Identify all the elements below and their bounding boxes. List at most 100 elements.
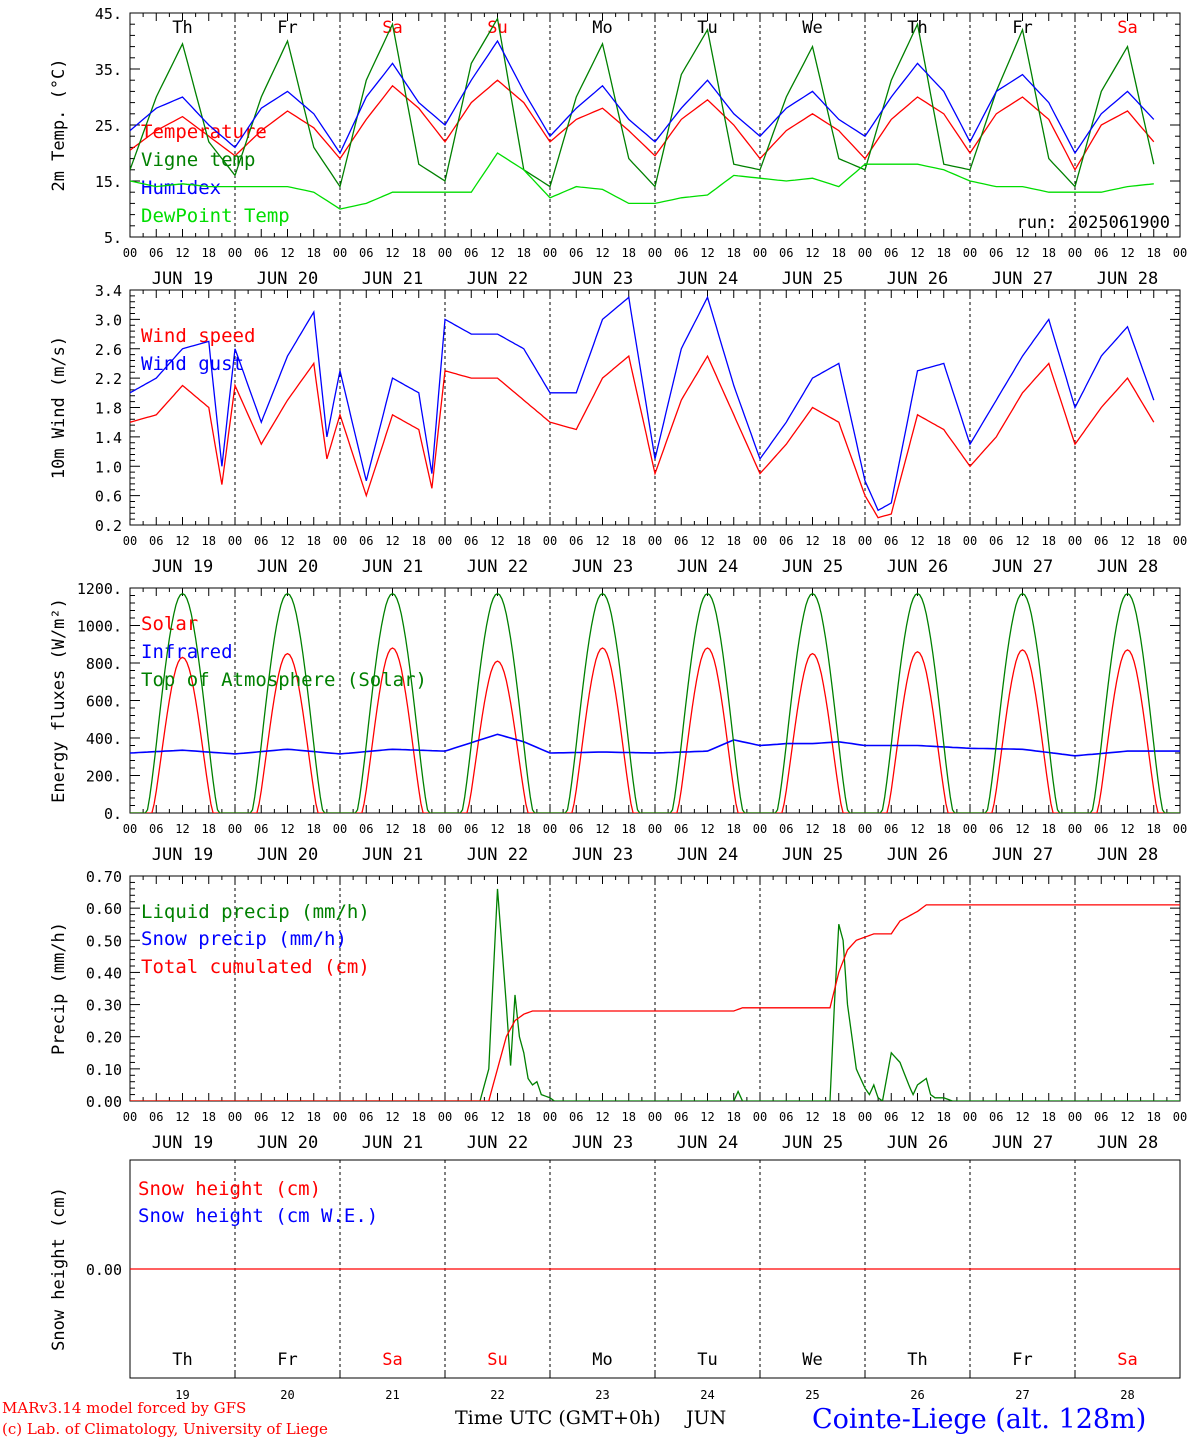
- y-axis-label: Precip (mm/h): [49, 922, 69, 1055]
- hour-label: 18: [622, 822, 636, 836]
- day-number-label: 27: [1015, 1388, 1029, 1402]
- date-label: JUN 28: [1097, 269, 1158, 289]
- weekday-label: Fr: [277, 18, 297, 38]
- hour-label: 18: [832, 246, 846, 260]
- hour-label: 00: [1173, 822, 1187, 836]
- date-label: JUN 24: [677, 557, 738, 577]
- hour-label: 00: [753, 822, 767, 836]
- y-tick-label: 5.: [104, 229, 122, 247]
- day-number-label: 20: [280, 1388, 294, 1402]
- hour-label: 18: [412, 1110, 426, 1124]
- y-tick-label: 1.4: [95, 429, 122, 447]
- hour-label: 12: [175, 1110, 189, 1124]
- day-number-label: 19: [175, 1388, 189, 1402]
- hour-label: 18: [1147, 822, 1161, 836]
- y-tick-label: 45.: [95, 5, 122, 23]
- weekday-label: Sa: [382, 18, 402, 38]
- date-label: JUN 21: [362, 1133, 423, 1153]
- hour-label: 06: [1094, 1110, 1108, 1124]
- hour-label: 00: [858, 534, 872, 548]
- hour-label: 06: [254, 246, 268, 260]
- hour-label: 06: [359, 1110, 373, 1124]
- hour-label: 18: [727, 534, 741, 548]
- hour-label: 06: [359, 246, 373, 260]
- y-axis-label: Snow height (cm): [49, 1187, 69, 1351]
- hour-label: 12: [595, 534, 609, 548]
- y-tick-label: 0.30: [86, 997, 122, 1015]
- day-number-label: 24: [700, 1388, 714, 1402]
- date-label: JUN 23: [572, 1133, 633, 1153]
- hour-label: 00: [1068, 534, 1082, 548]
- date-label: JUN 24: [677, 1133, 738, 1153]
- hour-label: 00: [333, 534, 347, 548]
- date-label: JUN 27: [992, 1133, 1053, 1153]
- hour-label: 06: [1094, 822, 1108, 836]
- hour-label: 18: [307, 822, 321, 836]
- hour-label: 06: [989, 534, 1003, 548]
- y-tick-label: 1200.: [77, 580, 122, 598]
- weekday-label: Sa: [1117, 1350, 1137, 1370]
- footer-station: Cointe-Liege (alt. 128m): [812, 1404, 1146, 1435]
- hour-label: 00: [1173, 534, 1187, 548]
- hour-label: 00: [333, 246, 347, 260]
- hour-label: 00: [963, 534, 977, 548]
- weekday-label: Mo: [592, 1350, 612, 1370]
- hour-label: 06: [569, 246, 583, 260]
- hour-label: 00: [648, 1110, 662, 1124]
- panel-energy: 0. 200. 400. 600. 800. 1000. 1200. Energy fluxe…: [49, 580, 1187, 865]
- date-label: JUN 25: [782, 557, 843, 577]
- weekday-label: Fr: [277, 1350, 297, 1370]
- hour-label: 06: [359, 534, 373, 548]
- hour-label: 00: [123, 534, 137, 548]
- legend-entry: Top of Atmosphere (Solar): [141, 669, 427, 691]
- hour-label: 12: [385, 246, 399, 260]
- hour-label: 00: [123, 246, 137, 260]
- legend-entry: Solar: [141, 613, 198, 635]
- hour-label: 12: [910, 246, 924, 260]
- legend-entry: Total cumulated (cm): [141, 956, 370, 978]
- hour-label: 18: [1042, 534, 1056, 548]
- y-tick-label: 0.70: [86, 868, 122, 886]
- hour-label: 06: [569, 822, 583, 836]
- hour-label: 18: [1042, 822, 1056, 836]
- hour-label: 12: [700, 822, 714, 836]
- hour-label: 12: [805, 1110, 819, 1124]
- hour-label: 12: [490, 534, 504, 548]
- hour-label: 00: [543, 1110, 557, 1124]
- hour-label: 00: [333, 1110, 347, 1124]
- hour-label: 06: [149, 822, 163, 836]
- weekday-label: Th: [172, 1350, 192, 1370]
- panels: 5. 15. 25. 35. 45. 2m Temp. (°C) 00 06 12 18 00 06 1…: [49, 5, 1187, 1402]
- weekday-label: We: [802, 18, 822, 38]
- hour-label: 00: [753, 534, 767, 548]
- hour-label: 12: [700, 534, 714, 548]
- hour-label: 18: [307, 1110, 321, 1124]
- weekday-label: Fr: [1012, 18, 1032, 38]
- y-tick-label: 800.: [86, 655, 122, 673]
- weekday-label: Th: [907, 1350, 927, 1370]
- y-tick-label: 200.: [86, 768, 122, 786]
- date-label: JUN 19: [152, 845, 213, 865]
- date-label: JUN 28: [1097, 845, 1158, 865]
- hour-label: 00: [963, 1110, 977, 1124]
- hour-label: 12: [1015, 246, 1029, 260]
- hour-label: 12: [175, 246, 189, 260]
- hour-label: 18: [307, 534, 321, 548]
- y-tick-label: 0.20: [86, 1029, 122, 1047]
- hour-label: 18: [202, 822, 216, 836]
- hour-label: 18: [937, 822, 951, 836]
- hour-label: 00: [438, 822, 452, 836]
- date-label: JUN 23: [572, 557, 633, 577]
- hour-label: 12: [280, 534, 294, 548]
- hour-label: 06: [464, 534, 478, 548]
- hour-label: 18: [202, 534, 216, 548]
- y-tick-label: 35.: [95, 61, 122, 79]
- hour-label: 18: [622, 246, 636, 260]
- panel-wind: 0.2 0.6 1.0 1.4 1.8 2.2 2.6 3.0 3.4 10m Wind (m/s…: [49, 282, 1187, 577]
- series-line-energy-2: [130, 592, 1180, 813]
- hour-label: 12: [1120, 246, 1134, 260]
- hour-label: 12: [385, 822, 399, 836]
- date-label: JUN 28: [1097, 557, 1158, 577]
- series-line-temp-0: [130, 79, 1155, 172]
